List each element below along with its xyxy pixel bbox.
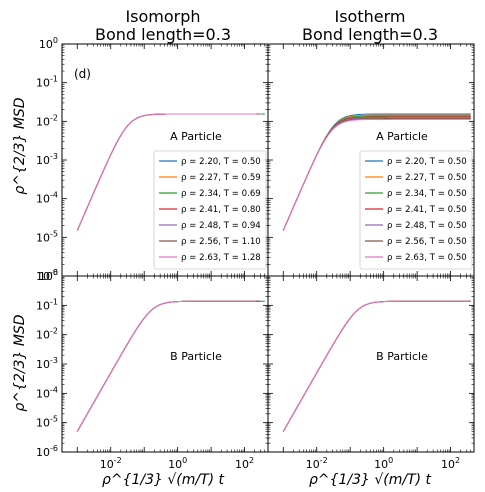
legend-entry: ρ = 2.48, T = 0.50 (387, 221, 467, 231)
y-tick-label: 10-5 (36, 415, 58, 430)
x-tick-label: 10-2 (306, 456, 328, 471)
series-line-4 (76, 300, 260, 432)
series-line-2 (76, 300, 262, 432)
y-tick-label: 10-2 (36, 113, 58, 128)
x-axis-label-right: ρ^{1/3} √(m/T) t (309, 472, 432, 488)
panel-isomorph-a: 10-6 10-5 10-4 10-3 10-2 10-1 100 A Particle ρ =… (36, 36, 269, 283)
x-tick-label: 100 (374, 456, 393, 471)
y-tick-label: 10-3 (36, 356, 58, 371)
series-line-2 (282, 300, 471, 432)
y-tick-label: 100 (39, 36, 58, 51)
panel-isotherm-b: 10-2 100 102 B Particle (267, 275, 475, 471)
legend-entry: ρ = 2.63, T = 1.28 (181, 253, 261, 263)
series-line-7 (76, 300, 257, 432)
y-tick-label: 10-4 (36, 191, 58, 206)
y-axis-label-bottom: ρ^{2/3} MSD (12, 314, 28, 411)
plot-frame (61, 275, 269, 453)
y-axis-label-top: ρ^{2/3} MSD (12, 97, 28, 194)
series-line-4 (282, 300, 471, 432)
series-line-7 (282, 118, 471, 231)
particle-annotation: A Particle (376, 130, 428, 143)
series-line-5 (76, 300, 259, 432)
series-line-6 (76, 300, 258, 432)
legend-entry: ρ = 2.41, T = 0.50 (387, 205, 467, 215)
y-tick-label: 10-5 (36, 229, 58, 244)
legend-entry: ρ = 2.48, T = 0.94 (181, 221, 261, 231)
particle-annotation: A Particle (170, 130, 222, 143)
x-tick-label: 100 (168, 456, 187, 471)
legend-entry: ρ = 2.41, T = 0.80 (181, 205, 261, 215)
x-tick-label: 10-2 (100, 456, 122, 471)
column-title-left-line2: Bond length=0.3 (95, 25, 231, 44)
panel-isotherm-a: A Particle ρ = 2.20, T = 0.50 ρ = 2.27, T … (267, 43, 475, 277)
series-line-1 (282, 300, 471, 432)
legend-entry: ρ = 2.34, T = 0.50 (387, 189, 467, 199)
panel-tag: (d) (74, 67, 91, 81)
y-tick-label: 10-6 (36, 268, 58, 283)
legend-entry: ρ = 2.27, T = 0.59 (181, 173, 261, 183)
x-axis-label-left: ρ^{1/3} √(m/T) t (102, 472, 225, 488)
y-tick-label: 10-3 (36, 152, 58, 167)
legend-entry: ρ = 2.20, T = 0.50 (387, 157, 467, 167)
series-line-3 (282, 300, 471, 432)
y-tick-label: 10-4 (36, 385, 58, 400)
column-title-left-line1: Isomorph (125, 7, 200, 26)
column-title-right-line2: Bond length=0.3 (302, 25, 438, 44)
series-line-3 (76, 300, 261, 432)
series-line-7 (76, 113, 257, 231)
legend-entry: ρ = 2.63, T = 0.50 (387, 253, 467, 263)
y-tick-label: 10-6 (36, 444, 58, 459)
particle-annotation: B Particle (376, 350, 428, 363)
legend-entry: ρ = 2.56, T = 0.50 (387, 237, 467, 247)
particle-annotation: B Particle (170, 350, 222, 363)
series-line-6 (282, 300, 471, 432)
legend-entry: ρ = 2.34, T = 0.69 (181, 189, 261, 199)
y-tick-label: 10-2 (36, 327, 58, 342)
legend-box (153, 150, 267, 270)
x-tick-label: 102 (235, 456, 254, 471)
column-title-right-line1: Isotherm (335, 7, 406, 26)
series-line-7 (282, 300, 471, 432)
plot-frame (267, 275, 475, 453)
y-tick-label: 100 (39, 268, 58, 283)
y-tick-label: 10-1 (36, 75, 58, 90)
series-line-1 (76, 300, 265, 432)
panel-isomorph-b: 10-6 10-5 10-4 10-3 10-2 10-1 100 10-2 100 102 B P… (36, 268, 269, 471)
legend-entry: ρ = 2.56, T = 1.10 (181, 237, 261, 247)
x-tick-label: 102 (441, 456, 460, 471)
legend-box (359, 150, 473, 270)
y-tick-label: 10-1 (36, 297, 58, 312)
legend-entry: ρ = 2.27, T = 0.50 (387, 173, 467, 183)
series-line-5 (282, 300, 471, 432)
legend-entry: ρ = 2.20, T = 0.50 (181, 157, 261, 167)
